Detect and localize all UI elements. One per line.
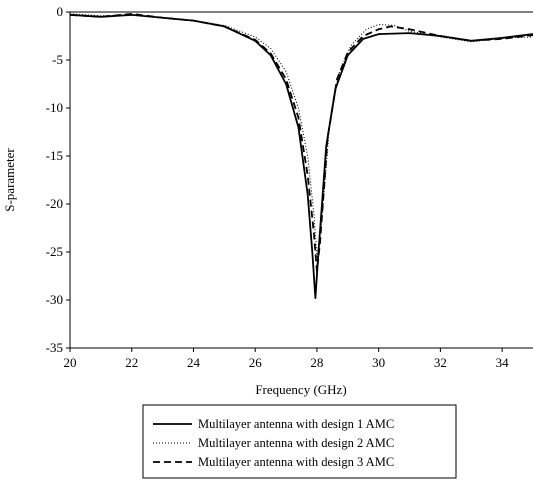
x-ticks: 20 22 24 26 28 30 32 34 bbox=[64, 348, 510, 370]
x-tick-label: 26 bbox=[249, 355, 263, 370]
y-tick-label: -35 bbox=[46, 340, 63, 355]
legend-label-design-2: Multilayer antenna with design 2 AMC bbox=[198, 436, 394, 450]
x-tick-label: 30 bbox=[372, 355, 385, 370]
x-tick-label: 28 bbox=[310, 355, 323, 370]
y-tick-label: -5 bbox=[52, 52, 63, 67]
x-tick-label: 34 bbox=[496, 355, 510, 370]
x-tick-label: 32 bbox=[434, 355, 447, 370]
series-line-design-1 bbox=[69, 13, 533, 299]
y-tick-label: -15 bbox=[46, 148, 63, 163]
y-tick-label: -25 bbox=[46, 244, 63, 259]
y-tick-label: 0 bbox=[57, 4, 64, 19]
legend-label-design-3: Multilayer antenna with design 3 AMC bbox=[198, 455, 394, 469]
legend-label-design-1: Multilayer antenna with design 1 AMC bbox=[198, 417, 394, 431]
series-line-design-3 bbox=[69, 13, 533, 273]
legend-box bbox=[142, 404, 457, 479]
y-tick-label: -10 bbox=[46, 100, 63, 115]
series-lines bbox=[69, 13, 533, 299]
y-ticks: 0 -5 -10 -15 -20 -25 -30 -35 bbox=[46, 4, 70, 355]
y-tick-label: -30 bbox=[46, 292, 63, 307]
x-tick-label: 24 bbox=[187, 355, 201, 370]
legend: Multilayer antenna with design 1 AMC Mult… bbox=[142, 404, 457, 479]
y-tick-label: -20 bbox=[46, 196, 63, 211]
x-axis-title: Frequency (GHz) bbox=[255, 382, 346, 397]
plot-area bbox=[69, 11, 533, 349]
x-tick-label: 20 bbox=[64, 355, 77, 370]
x-tick-label: 22 bbox=[125, 355, 138, 370]
y-axis-title: S-parameter bbox=[2, 148, 17, 212]
